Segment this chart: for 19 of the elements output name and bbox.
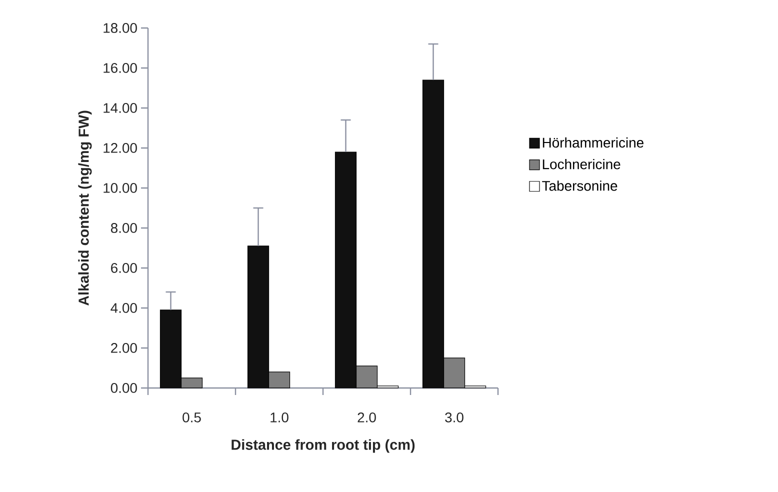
- x-tick-label: 0.5: [182, 412, 201, 422]
- y-tick-label: 18.00: [104, 23, 137, 33]
- legend-label: Lochnericine: [542, 158, 620, 170]
- legend-label: Hörhammericine: [542, 137, 644, 148]
- x-tick-label: 3.0: [445, 412, 464, 422]
- y-tick-label: 10.00: [104, 183, 137, 193]
- y-tick-label: 6.00: [111, 263, 137, 273]
- y-tick-label: 12.00: [104, 143, 137, 153]
- y-tick-label: 16.00: [104, 63, 137, 73]
- y-tick-label: 2.00: [111, 343, 137, 353]
- y-tick-label: 0.00: [110, 383, 137, 393]
- x-tick-label: 1.0: [270, 412, 288, 422]
- y-axis-title: Alkaloid content (ng/mg FW): [78, 110, 92, 306]
- x-tick-label: 2.0: [358, 412, 376, 422]
- legend-label: Tabersonine: [542, 180, 618, 191]
- x-axis-title: Distance from root tip (cm): [232, 439, 415, 453]
- y-tick-label: 4.00: [110, 303, 137, 313]
- y-tick-label: 14.00: [104, 103, 137, 113]
- y-tick-label: 8.00: [110, 223, 137, 233]
